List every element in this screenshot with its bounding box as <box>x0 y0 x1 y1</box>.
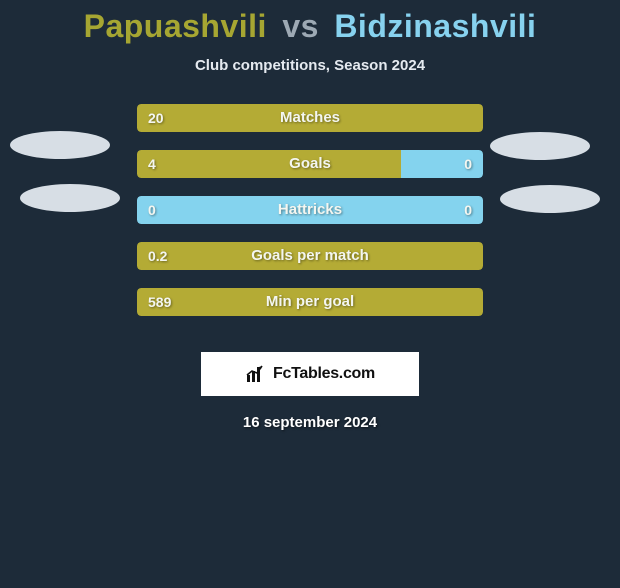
source-badge: FcTables.com <box>201 352 419 396</box>
player1-segment <box>137 288 483 316</box>
stat-rows: 20Matches40Goals00Hattricks0.2Goals per … <box>0 104 620 334</box>
player1-segment <box>137 104 483 132</box>
player2-value: 0 <box>464 150 472 178</box>
stat-track <box>137 288 483 316</box>
player1-segment <box>137 242 483 270</box>
vs-label: vs <box>282 8 319 44</box>
player1-value: 20 <box>148 104 164 132</box>
stat-row: 20Matches <box>0 104 620 150</box>
stat-track <box>137 104 483 132</box>
stat-row: 589Min per goal <box>0 288 620 334</box>
stat-row: 0.2Goals per match <box>0 242 620 288</box>
chart-icon <box>245 363 267 385</box>
player1-segment <box>137 150 401 178</box>
stat-track <box>137 196 483 224</box>
player2-value: 0 <box>464 196 472 224</box>
player2-name: Bidzinashvili <box>334 8 536 44</box>
player1-value: 589 <box>148 288 171 316</box>
stat-track <box>137 150 483 178</box>
badge-text: FcTables.com <box>273 365 375 383</box>
comparison-title: Papuashvili vs Bidzinashvili <box>0 8 620 45</box>
player1-name: Papuashvili <box>84 8 267 44</box>
player2-segment <box>137 196 483 224</box>
date-label: 16 september 2024 <box>0 414 620 431</box>
stat-track <box>137 242 483 270</box>
stat-row: 00Hattricks <box>0 196 620 242</box>
stat-row: 40Goals <box>0 150 620 196</box>
player1-value: 4 <box>148 150 156 178</box>
player1-value: 0.2 <box>148 242 167 270</box>
subtitle: Club competitions, Season 2024 <box>0 57 620 74</box>
player1-value: 0 <box>148 196 156 224</box>
